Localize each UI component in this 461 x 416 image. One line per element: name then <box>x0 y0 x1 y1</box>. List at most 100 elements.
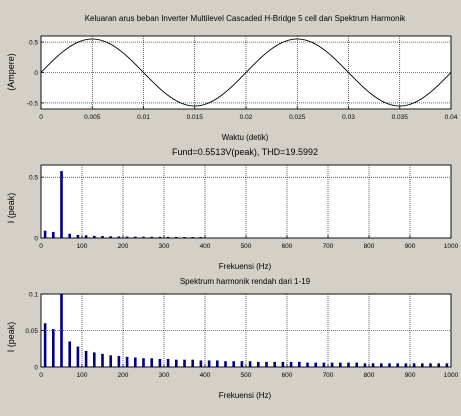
plot1-xtick-label: 0.005 <box>84 114 101 121</box>
plot1-ylabel: (Ampere) <box>6 53 16 91</box>
plot2-bar <box>158 236 162 238</box>
plot3-ytick-label: 0 <box>34 365 38 372</box>
plot2-bar <box>150 236 153 238</box>
plot2-bar <box>125 236 129 238</box>
plot2-ylabel: I (peak) <box>6 193 16 224</box>
plot3-xtick-label: 600 <box>282 372 293 379</box>
plot1-xtick-label: 0.01 <box>137 114 150 121</box>
plot3-bar <box>380 363 383 367</box>
plot3-ytick-label: 0.1 <box>29 292 38 299</box>
plot2-xtick-label: 800 <box>364 243 375 250</box>
plot3-axes-frame <box>40 293 452 368</box>
plot2-bar <box>76 234 80 238</box>
plot3-bar <box>265 361 268 367</box>
plot2-bar <box>199 237 203 238</box>
plot3-bar <box>429 363 432 367</box>
plot1-xtick-label: 0.015 <box>187 114 204 121</box>
plot3-bar <box>109 355 112 367</box>
plot3-bar <box>60 294 63 367</box>
plot3-ylabel: I (peak) <box>6 322 16 353</box>
plot3-xtick-label: 100 <box>77 372 88 379</box>
plot3-bar <box>421 363 424 367</box>
plot3-bar <box>240 361 244 367</box>
plot3-bar <box>437 363 440 367</box>
plot1-xtick-label: 0.04 <box>445 114 458 121</box>
plot2-bar <box>68 233 71 238</box>
plot3-xtick-label: 700 <box>323 372 334 379</box>
plot3-bar <box>142 358 145 367</box>
plot3-bar <box>52 329 55 367</box>
plot2-xtick-label: 100 <box>77 243 88 250</box>
plot1-ytick-label: 0 <box>34 70 38 77</box>
plot3-bar <box>84 350 88 367</box>
plot1-xtick-label: 0 <box>39 114 43 121</box>
plot2-bar <box>191 237 194 238</box>
plot3-bar <box>76 346 80 367</box>
plot3-bar <box>281 361 285 367</box>
plot3-bar <box>166 358 170 367</box>
plot2-xtick-label: 500 <box>241 243 252 250</box>
plot2-bar <box>134 236 137 238</box>
plot2-bar <box>60 171 63 238</box>
plot3-bar <box>388 363 391 367</box>
plot3-xlabel: Frekuensi (Hz) <box>219 391 272 400</box>
plot3-bar <box>134 357 137 367</box>
plot3-bar <box>93 352 96 367</box>
plot2-bar <box>166 236 170 238</box>
plot1-xlabel: Waktu (detik) <box>222 133 269 142</box>
plot3-bar <box>355 362 358 367</box>
plot1-xtick-label: 0.035 <box>392 114 409 121</box>
plot3-bar <box>257 361 260 367</box>
plot3-bar <box>396 363 399 367</box>
plot2-xtick-label: 1000 <box>444 243 459 250</box>
plot3-bar <box>371 363 375 367</box>
plot3-xtick-label: 0 <box>39 372 43 379</box>
plot3-bar <box>150 358 153 367</box>
plot3-bar <box>43 323 47 367</box>
plot1-series-line <box>40 38 452 107</box>
plot1-xtick-label: 0.025 <box>289 114 306 121</box>
plot3-bar <box>322 362 326 367</box>
plot3-bar <box>298 361 301 367</box>
plot3-xtick-label: 1000 <box>444 372 459 379</box>
plot3-bar <box>273 361 276 367</box>
plot2-xtick-label: 900 <box>405 243 416 250</box>
plot3-bar <box>183 359 186 367</box>
plot3-bar <box>248 361 252 367</box>
plot3-bar <box>289 361 293 367</box>
plot3-bar <box>412 363 416 367</box>
plot3-bar <box>363 363 367 367</box>
plot3-bar <box>207 360 211 367</box>
plot3-bar <box>117 356 121 367</box>
plot3-title: Spektrum harmonik rendah dari 1-19 <box>180 277 311 286</box>
plot2-bar <box>117 236 121 238</box>
plot3-xtick-label: 800 <box>364 372 375 379</box>
plot2-bar <box>43 230 47 238</box>
plot1-ytick-label: -0.5 <box>27 100 39 107</box>
plot2-ytick-label: 0.5 <box>29 175 38 182</box>
plot3-xtick-label: 400 <box>200 372 211 379</box>
plot2-xtick-label: 200 <box>118 243 129 250</box>
plot3-bar <box>125 356 129 367</box>
plot3-ytick-label: 0.05 <box>25 328 38 335</box>
plot-layer: 0 0.005 0.01 0.015 0.02 0.025 0.03 0.035 0.04 -0.… <box>25 35 459 379</box>
plot3-bar <box>68 341 71 367</box>
plot2-bar <box>84 235 88 238</box>
plot3-bar <box>339 362 342 367</box>
plot2-axes-frame <box>40 164 452 239</box>
plot2-bar <box>142 236 145 238</box>
plot3-xtick-label: 200 <box>118 372 129 379</box>
plot3-xtick-label: 300 <box>159 372 170 379</box>
plot3-xtick-label: 500 <box>241 372 252 379</box>
plot2-xtick-label: 600 <box>282 243 293 250</box>
plot1-title: Keluaran arus beban Inverter Multilevel … <box>85 14 407 23</box>
plot2-bar <box>93 235 96 238</box>
plot3-bar <box>404 363 408 367</box>
plot1-axes-frame <box>40 35 452 110</box>
plot2-ytick-label: 0 <box>34 236 38 243</box>
plot2-xtick-label: 700 <box>323 243 334 250</box>
plot3-bar <box>314 362 317 367</box>
plot2-bar <box>175 236 178 238</box>
